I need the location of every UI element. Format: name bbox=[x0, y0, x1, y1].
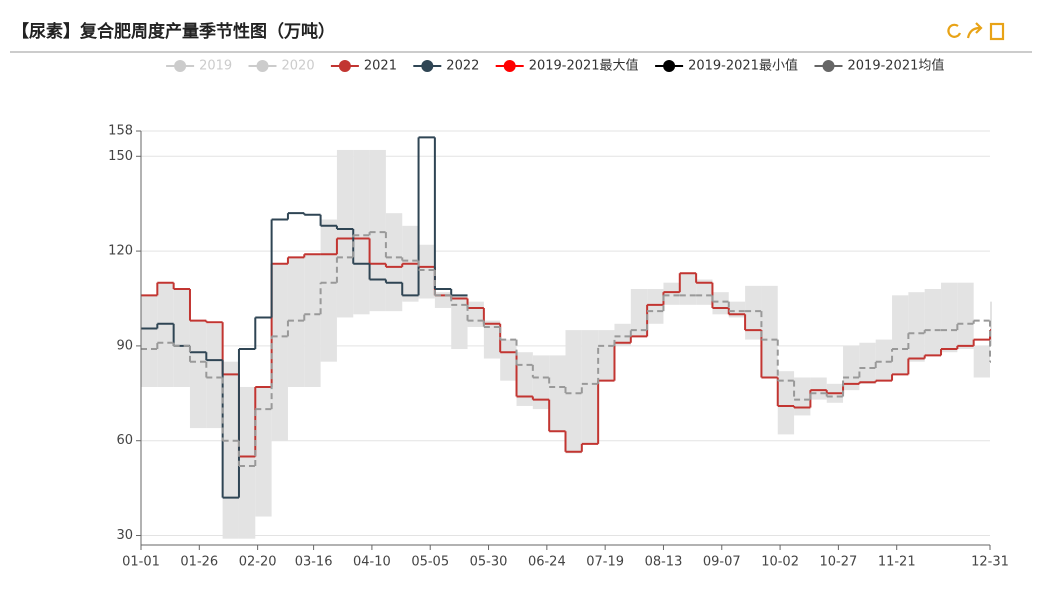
range-band bbox=[696, 279, 713, 305]
x-tick-label: 04-10 bbox=[353, 555, 391, 570]
legend-marker bbox=[663, 60, 676, 72]
range-band bbox=[745, 285, 762, 340]
range-band bbox=[549, 355, 566, 432]
range-band bbox=[957, 282, 974, 350]
range-band bbox=[271, 263, 288, 441]
share-icon[interactable] bbox=[966, 22, 983, 39]
x-tick-label: 12-31 bbox=[971, 555, 1009, 570]
range-band bbox=[532, 355, 550, 410]
range-band bbox=[353, 149, 370, 315]
range-band bbox=[712, 292, 729, 315]
x-tick-label: 05-05 bbox=[411, 555, 449, 570]
range-band bbox=[483, 320, 501, 359]
range-band bbox=[206, 323, 223, 429]
x-tick-label: 10-02 bbox=[761, 555, 799, 570]
x-tick-label: 06-24 bbox=[528, 555, 566, 570]
range-band bbox=[418, 244, 435, 299]
range-band bbox=[173, 289, 190, 387]
range-band bbox=[777, 371, 795, 435]
range-band bbox=[663, 282, 680, 305]
x-tick-label: 05-30 bbox=[470, 555, 508, 570]
range-band bbox=[467, 301, 484, 327]
range-band bbox=[500, 339, 517, 381]
range-band bbox=[304, 254, 321, 387]
save-icon[interactable] bbox=[989, 22, 1005, 41]
y-tick-label: 60 bbox=[116, 433, 133, 448]
range-band bbox=[565, 330, 582, 454]
x-tick-label: 11-21 bbox=[878, 555, 916, 570]
legend-label: 2021 bbox=[364, 59, 397, 74]
x-tick-label: 03-16 bbox=[295, 555, 333, 570]
legend-marker bbox=[174, 60, 187, 72]
range-band bbox=[908, 292, 925, 362]
x-tick-label: 10-27 bbox=[820, 555, 858, 570]
x-tick-label: 02-20 bbox=[239, 555, 277, 570]
range-band bbox=[843, 345, 860, 391]
range-band bbox=[451, 295, 468, 350]
refresh-icon[interactable] bbox=[947, 23, 962, 38]
range-band bbox=[369, 149, 386, 312]
legend-marker bbox=[421, 60, 434, 72]
range-band bbox=[581, 330, 599, 444]
range-band bbox=[598, 330, 615, 381]
range-band bbox=[761, 285, 778, 378]
range-band bbox=[973, 345, 990, 378]
range-band bbox=[647, 289, 664, 324]
range-band bbox=[810, 377, 827, 400]
range-band bbox=[630, 289, 648, 337]
y-tick-label: 150 bbox=[108, 149, 133, 164]
range-band bbox=[614, 323, 631, 346]
y-tick-label: 158 bbox=[108, 124, 133, 139]
range-band bbox=[320, 219, 337, 362]
legend-label: 2019 bbox=[199, 59, 232, 74]
y-tick-label: 30 bbox=[116, 528, 133, 543]
x-tick-label: 09-07 bbox=[703, 555, 741, 570]
legend-marker bbox=[256, 60, 269, 72]
range-band bbox=[875, 339, 893, 381]
legend-label: 2020 bbox=[282, 59, 315, 74]
legend-marker bbox=[338, 60, 351, 72]
range-band bbox=[336, 149, 354, 318]
range-band bbox=[255, 386, 272, 517]
legend-label: 2019-2021均值 bbox=[848, 58, 945, 74]
legend-label: 2022 bbox=[446, 59, 479, 74]
range-band bbox=[287, 257, 305, 387]
range-band bbox=[859, 342, 876, 384]
range-band bbox=[892, 295, 909, 375]
range-band bbox=[141, 295, 158, 387]
range-band bbox=[189, 320, 207, 429]
y-tick-label: 120 bbox=[108, 244, 133, 259]
range-band bbox=[222, 361, 239, 539]
x-tick-label: 08-13 bbox=[645, 555, 683, 570]
x-tick-label: 01-01 bbox=[122, 555, 160, 570]
legend-marker bbox=[822, 60, 835, 72]
range-band bbox=[924, 289, 942, 356]
legend-label: 2019-2021最小值 bbox=[688, 58, 798, 74]
legend-marker bbox=[503, 60, 516, 72]
range-band bbox=[679, 273, 697, 305]
legend-label: 2019-2021最大值 bbox=[529, 58, 639, 74]
range-band bbox=[941, 282, 958, 353]
chart-title: 【尿素】复合肥周度产量季节性图（万吨） bbox=[12, 21, 335, 42]
range-band bbox=[385, 213, 403, 312]
range-band bbox=[157, 282, 174, 387]
y-tick-label: 90 bbox=[116, 338, 133, 353]
range-band bbox=[794, 377, 811, 416]
x-tick-label: 01-26 bbox=[180, 555, 218, 570]
range-band bbox=[238, 386, 256, 539]
range-band bbox=[516, 352, 533, 406]
toolbox[interactable] bbox=[947, 22, 1005, 41]
x-tick-label: 07-19 bbox=[586, 555, 624, 570]
